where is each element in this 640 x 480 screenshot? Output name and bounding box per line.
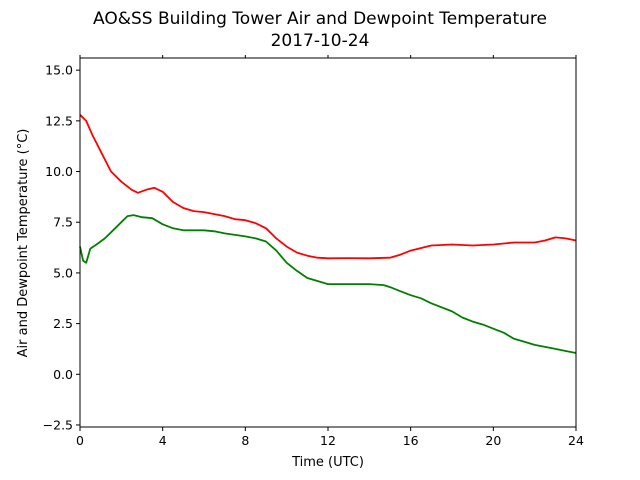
x-tick-label: 24 <box>568 433 584 448</box>
chart-subtitle: 2017-10-24 <box>271 31 370 51</box>
x-tick-label: 20 <box>485 433 501 448</box>
y-tick-label: −2.5 <box>43 417 73 432</box>
x-tick-label: 4 <box>159 433 167 448</box>
y-axis: −2.5 0.0 2.5 5.0 7.5 10.0 12.5 15.0 <box>43 63 80 432</box>
y-tick-label: 12.5 <box>45 113 73 128</box>
x-tick-label: 8 <box>241 433 249 448</box>
x-axis: 0 4 8 12 16 20 24 <box>76 55 584 448</box>
y-axis-label: Air and Dewpoint Temperature (°C) <box>16 129 31 358</box>
y-tick-label: 0.0 <box>53 367 73 382</box>
y-tick-label: 2.5 <box>53 316 73 331</box>
y-tick-label: 15.0 <box>45 63 73 78</box>
series-line-1 <box>79 114 577 260</box>
chart-title: AO&SS Building Tower Air and Dewpoint Te… <box>93 9 547 29</box>
y-tick-label: 10.0 <box>45 164 73 179</box>
x-tick-label: 12 <box>320 433 336 448</box>
plot-frame <box>79 57 577 428</box>
plot-area <box>79 114 577 354</box>
y-tick-label: 7.5 <box>53 215 73 230</box>
series-line-2 <box>79 214 577 354</box>
y-tick-label: 5.0 <box>53 265 73 280</box>
x-tick-label: 0 <box>76 433 84 448</box>
x-axis-label: Time (UTC) <box>291 455 364 470</box>
x-tick-label: 16 <box>403 433 419 448</box>
